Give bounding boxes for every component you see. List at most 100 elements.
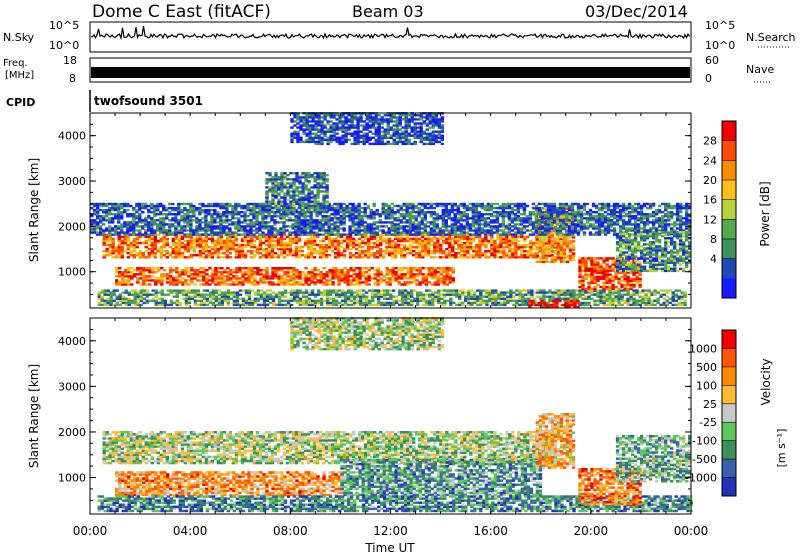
heatmap-cell [390,206,394,210]
heatmap-cell [623,275,627,278]
heatmap-cell [280,281,284,284]
heatmap-cell [199,267,203,270]
heatmap-cell [384,204,388,208]
heatmap-cell [198,211,202,214]
heatmap-cell [378,225,382,228]
heatmap-cell [198,237,203,241]
heatmap-cell [584,277,588,280]
heatmap-cell [201,241,206,245]
heatmap-cell [277,275,281,278]
heatmap-cell [448,241,452,245]
heatmap-cell [198,227,202,230]
heatmap-cell [135,233,139,236]
heatmap-cell [596,261,600,264]
heatmap-cell [415,275,419,278]
heatmap-cell [377,299,381,302]
heatmap-cell [451,254,455,257]
heatmap-cell [127,299,131,302]
heatmap-cell [142,297,146,300]
heatmap-cell [343,277,347,280]
heatmap-cell [117,221,121,224]
heatmap-cell [463,247,467,251]
heatmap-cell [418,254,422,257]
heatmap-cell [384,217,388,220]
heatmap-cell [415,239,419,243]
heatmap-cell [195,245,200,249]
heatmap-cell [169,279,173,282]
heatmap-cell [531,299,535,303]
heatmap-cell [348,239,353,243]
heatmap-cell [454,235,458,239]
heatmap-cell [433,245,437,249]
heatmap-cell [458,303,462,307]
heatmap-cell [171,233,175,236]
heatmap-cell [310,289,315,292]
heatmap-cell [372,229,376,232]
heatmap-cell [307,271,311,274]
heatmap-cell [306,215,310,218]
heatmap-cell [572,297,576,300]
heatmap-cell [265,297,270,300]
heatmap-cell [404,295,408,298]
heatmap-cell [300,254,305,257]
heatmap-cell [358,277,362,280]
heatmap-cell [617,299,621,302]
heatmap-cell [581,289,585,292]
heatmap-cell [153,233,157,236]
heatmap-cell [273,229,277,232]
heatmap-cell [551,297,555,300]
heatmap-cell [517,239,521,243]
heatmap-cell [487,256,491,259]
heatmap-cell [463,252,467,255]
heatmap-cell [102,223,106,226]
heatmap-cell [267,252,272,255]
heatmap-cell [632,273,636,276]
heatmap-cell [210,219,214,222]
heatmap-cell [424,281,428,284]
heatmap-cell [321,243,326,247]
heatmap-cell [205,279,209,282]
heatmap-cell [222,231,226,234]
heatmap-cell [452,293,456,296]
heatmap-cell [162,206,166,210]
heatmap-cell [109,301,113,305]
heatmap-cell [304,275,308,278]
heatmap-cell [575,289,579,292]
heatmap-cell [327,202,331,206]
heatmap-cell [653,299,657,302]
heatmap-cell [568,215,573,219]
heatmap-cell [339,241,344,245]
heatmap-cell [274,293,279,296]
heatmap-cell [325,275,329,278]
heatmap-cell [391,269,395,272]
heatmap-cell [385,241,389,245]
heatmap-cell [419,299,423,302]
heatmap-cell [514,252,518,255]
heatmap-cell [297,229,301,232]
heatmap-cell [160,301,164,305]
heatmap-cell [389,295,393,298]
heatmap-cell [360,219,364,222]
heatmap-cell [402,202,406,206]
heatmap-cell [121,295,125,298]
heatmap-cell [310,269,314,272]
heatmap-cell [418,252,422,255]
heatmap-cell [201,229,205,232]
heatmap-cell [348,206,352,210]
heatmap-cell [605,285,609,289]
heatmap-cell [294,235,299,239]
heatmap-cell [357,256,362,259]
heatmap-cell [384,202,388,206]
heatmap-cell [440,303,444,307]
heatmap-cell [553,252,558,255]
heatmap-cell [553,244,558,247]
heatmap-cell [337,271,341,274]
heatmap-cell [330,233,334,236]
heatmap-cell [222,243,227,247]
heatmap-cell [210,237,215,241]
heatmap-cell [232,275,236,278]
heatmap-cell [261,250,266,253]
heatmap-cell [348,225,352,228]
heatmap-cell [162,221,166,224]
heatmap-cell [387,211,391,214]
